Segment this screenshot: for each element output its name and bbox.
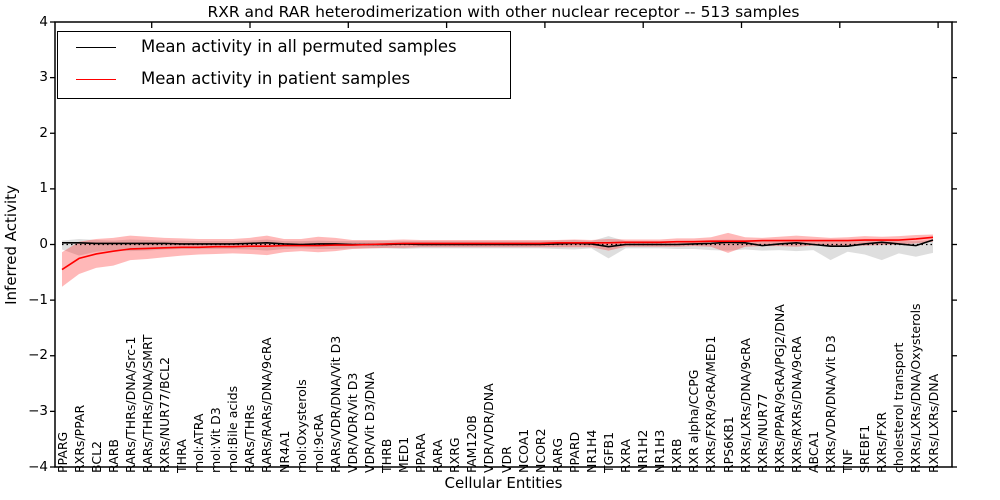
x-tick-label: RXRs/NUR77 bbox=[754, 393, 770, 473]
x-tick-label: NCOR2 bbox=[532, 428, 548, 473]
x-tick-label: RARs/RARs/DNA/9cRA bbox=[259, 337, 275, 473]
x-tick-label: PPARA bbox=[413, 433, 429, 473]
y-tick-label: −3 bbox=[28, 402, 48, 419]
x-tick-label: RARs/THRs bbox=[242, 404, 258, 473]
x-tick-label: RARG bbox=[549, 437, 565, 473]
x-tick-label: RXRs/PPAR/9cRA/PGJ2/DNA bbox=[771, 304, 787, 473]
x-tick-label: RARA bbox=[430, 439, 446, 473]
x-tick-label: SREBF1 bbox=[857, 424, 873, 473]
x-tick-label: VDR/Vit D3/DNA bbox=[361, 371, 377, 473]
x-tick-label: PPARG bbox=[54, 431, 70, 473]
band bbox=[62, 236, 933, 261]
y-tick-label: 0 bbox=[39, 236, 48, 252]
x-tick-label: NR1H4 bbox=[583, 429, 599, 473]
x-tick-label: NCOA1 bbox=[515, 428, 531, 473]
y-tick-label: −2 bbox=[28, 347, 48, 364]
legend-label-patient: Mean activity in patient samples bbox=[141, 69, 411, 88]
y-tick-label: −1 bbox=[28, 291, 48, 308]
x-tick-label: TNF bbox=[840, 448, 856, 473]
y-tick-label: 3 bbox=[39, 69, 48, 86]
x-tick-label: RXRA bbox=[618, 439, 634, 473]
x-tick-label: RARs/THRs/DNA/Src-1 bbox=[122, 336, 138, 473]
y-tick-label: 2 bbox=[39, 124, 48, 141]
x-tick-label: VDR bbox=[498, 446, 514, 473]
x-tick-label: VDR/VDR/DNA bbox=[481, 383, 497, 473]
x-tick-label: NR1H3 bbox=[652, 429, 668, 473]
y-tick-label: 1 bbox=[39, 180, 48, 197]
chart-title: RXR and RAR heterodimerization with othe… bbox=[207, 3, 800, 21]
x-tick-label: ABCA1 bbox=[805, 430, 821, 473]
x-tick-label: RXRs/VDR/DNA/Vit D3 bbox=[823, 335, 839, 473]
legend-entry-permuted: Mean activity in all permuted samples bbox=[58, 32, 510, 65]
permuted-line-swatch bbox=[76, 47, 116, 48]
x-tick-label: THRB bbox=[378, 438, 394, 473]
legend-entry-patient: Mean activity in patient samples bbox=[58, 64, 510, 97]
x-tick-label: PPARD bbox=[566, 431, 582, 473]
legend-box: Mean activity in all permuted samples Me… bbox=[57, 31, 511, 99]
legend-label-permuted: Mean activity in all permuted samples bbox=[141, 37, 457, 56]
x-tick-label: FAM120B bbox=[464, 415, 480, 473]
x-tick-label: RARB bbox=[105, 439, 121, 473]
x-axis-title: Cellular Entities bbox=[444, 474, 563, 492]
patient-line-swatch bbox=[76, 79, 116, 80]
series-line bbox=[61, 236, 934, 271]
x-tick-label: THRA bbox=[174, 439, 190, 473]
x-tick-label: NR1H2 bbox=[635, 429, 651, 473]
series-line bbox=[62, 239, 934, 248]
x-tick-label: cholesterol transport bbox=[891, 342, 907, 473]
x-tick-label: RXRs/NUR77/BCL2 bbox=[156, 357, 172, 473]
x-tick-label: RXRs/LXRs/DNA bbox=[925, 373, 941, 473]
x-tick-label: RARs/VDR/DNA/Vit D3 bbox=[327, 335, 343, 473]
x-tick-label: TGFB1 bbox=[601, 431, 616, 473]
x-tick-label: VDR/VDR/Vit D3 bbox=[344, 372, 360, 473]
x-tick-label: NR4A1 bbox=[276, 430, 292, 474]
x-tick-label: RXR alpha/CCPG bbox=[686, 369, 702, 473]
x-tick-label: RXRs/RXRs/DNA/9cRA bbox=[788, 336, 804, 473]
x-tick-label: mol:Bile acids bbox=[225, 385, 241, 473]
x-tick-label: mol:ATRA bbox=[191, 413, 207, 473]
x-tick-label: RXRs/LXRs/DNA/Oxysterols bbox=[908, 303, 924, 473]
x-tick-label: RPS6KB1 bbox=[720, 416, 736, 473]
x-tick-label: mol:Oxysterols bbox=[293, 379, 309, 473]
x-tick-label: RXRs/PPAR bbox=[71, 404, 87, 473]
x-tick-label: RXRB bbox=[669, 438, 685, 473]
x-tick-label: RXRs/LXRs/DNA/9cRA bbox=[737, 338, 753, 473]
x-tick-label: RARs/THRs/DNA/SMRT bbox=[139, 334, 155, 473]
x-tick-label: BCL2 bbox=[88, 440, 104, 473]
x-tick-label: RXRs/FXR/9cRA/MED1 bbox=[703, 335, 719, 473]
x-tick-label: mol:Vit D3 bbox=[208, 407, 224, 473]
x-tick-label: MED1 bbox=[396, 436, 412, 473]
x-tick-label: RXRs/FXR bbox=[874, 411, 890, 473]
x-tick-label: RXRG bbox=[447, 437, 463, 473]
y-tick-label: 4 bbox=[39, 13, 48, 30]
y-tick-label: −4 bbox=[28, 458, 48, 475]
x-tick-label: mol:9cRA bbox=[310, 413, 326, 473]
